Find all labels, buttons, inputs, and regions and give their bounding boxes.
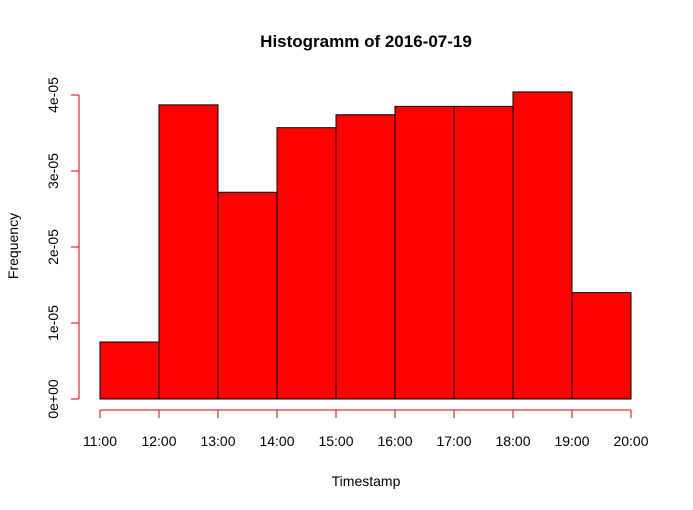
x-axis-label: Timestamp <box>332 473 401 489</box>
y-tick-label: 1e-05 <box>45 305 61 341</box>
histogram-bar <box>158 104 219 400</box>
histogram-bar <box>335 114 396 400</box>
x-tick-label: 15:00 <box>318 433 353 449</box>
x-tick-label: 19:00 <box>554 433 589 449</box>
y-tick-label: 4e-05 <box>45 77 61 113</box>
x-tick-label: 13:00 <box>200 433 235 449</box>
x-tick-label: 20:00 <box>613 433 648 449</box>
x-tick-label: 11:00 <box>83 433 117 449</box>
histogram-bar <box>217 191 278 400</box>
y-axis: 0e+00 1e-05 2e-05 3e-05 4e-05 <box>45 77 80 419</box>
chart-title: Histogramm of 2016-07-19 <box>260 32 472 51</box>
histogram-bar <box>99 341 160 400</box>
histogram-bar <box>512 91 573 400</box>
y-tick-label: 0e+00 <box>45 379 61 419</box>
x-tick-label: 18:00 <box>495 433 530 449</box>
histogram-bar <box>276 127 337 400</box>
y-axis-label: Frequency <box>5 213 21 279</box>
x-axis: 11:00 12:00 13:00 14:00 15:00 16:00 17:00 18:00… <box>83 409 649 449</box>
y-tick-label: 2e-05 <box>45 229 61 265</box>
histogram-bar <box>453 105 514 400</box>
x-tick-label: 14:00 <box>259 433 294 449</box>
x-tick-label: 12:00 <box>141 433 176 449</box>
histogram-bar <box>394 105 455 400</box>
x-tick-label: 17:00 <box>436 433 471 449</box>
y-tick-label: 3e-05 <box>45 153 61 189</box>
x-tick-label: 16:00 <box>377 433 412 449</box>
histogram-bar <box>571 292 632 400</box>
bars-group <box>99 91 632 400</box>
